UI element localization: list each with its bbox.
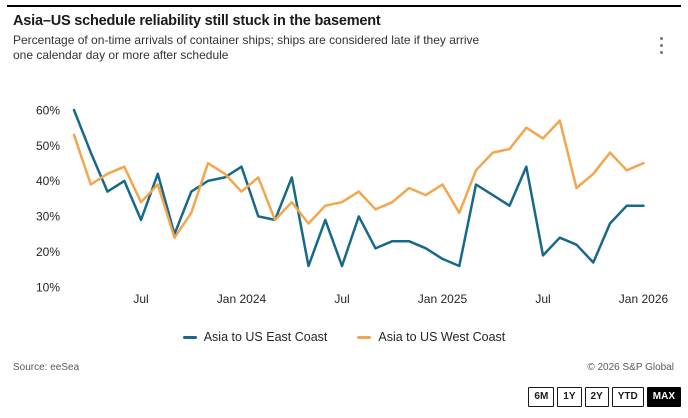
legend-swatch-icon — [182, 335, 197, 339]
kebab-dot — [660, 44, 663, 47]
legend-label: Asia to US East Coast — [203, 330, 328, 344]
range-selector: 6M 1Y 2Y YTD MAX — [528, 387, 681, 407]
y-tick-label: 40% — [36, 174, 60, 188]
chart-subtitle: Percentage of on-time arrivals of contai… — [13, 33, 480, 63]
range-button-max[interactable]: MAX — [646, 387, 681, 407]
x-tick-label: Jan 2025 — [418, 292, 468, 306]
chart-header: Asia–US schedule reliability still stuck… — [13, 13, 573, 64]
kebab-dot — [660, 51, 663, 54]
kebab-dot — [660, 37, 663, 40]
chart-legend: Asia to US East Coast Asia to US West Coa… — [0, 330, 688, 344]
kebab-menu-icon[interactable] — [657, 34, 666, 57]
x-tick-label: Jul — [133, 292, 148, 306]
source-label: Source: eeSea — [13, 362, 80, 373]
legend-label: Asia to US West Coast — [378, 330, 506, 344]
legend-swatch-icon — [357, 335, 372, 339]
series-line-asia-to-us-west-coast — [72, 119, 645, 239]
chart-area[interactable]: 10% 20% 30% 40% 50% 60% Jul Jan 2024 Jul Jan 2025… — [0, 0, 688, 322]
page-title: Asia–US schedule reliability still stuck… — [13, 13, 381, 29]
y-tick-label: 20% — [36, 245, 60, 259]
legend-item[interactable]: Asia to US West Coast — [357, 330, 505, 344]
x-tick-label: Jul — [535, 292, 550, 306]
x-tick-label: Jan 2026 — [619, 292, 669, 306]
copyright-label: © 2026 S&P Global — [587, 362, 674, 373]
x-tick-label: Jan 2024 — [217, 292, 267, 306]
range-button-2y[interactable]: 2Y — [584, 387, 609, 407]
y-tick-label: 30% — [36, 210, 60, 224]
top-border-rule — [7, 5, 681, 7]
range-button-ytd[interactable]: YTD — [611, 387, 644, 407]
range-button-1y[interactable]: 1Y — [557, 387, 582, 407]
y-tick-label: 10% — [36, 281, 60, 295]
legend-item[interactable]: Asia to US East Coast — [182, 330, 328, 344]
range-button-6m[interactable]: 6M — [528, 387, 555, 407]
series-line-asia-to-us-east-coast — [72, 108, 645, 268]
y-tick-label: 50% — [36, 139, 60, 153]
x-tick-label: Jul — [334, 292, 349, 306]
y-tick-label: 60% — [36, 103, 60, 117]
